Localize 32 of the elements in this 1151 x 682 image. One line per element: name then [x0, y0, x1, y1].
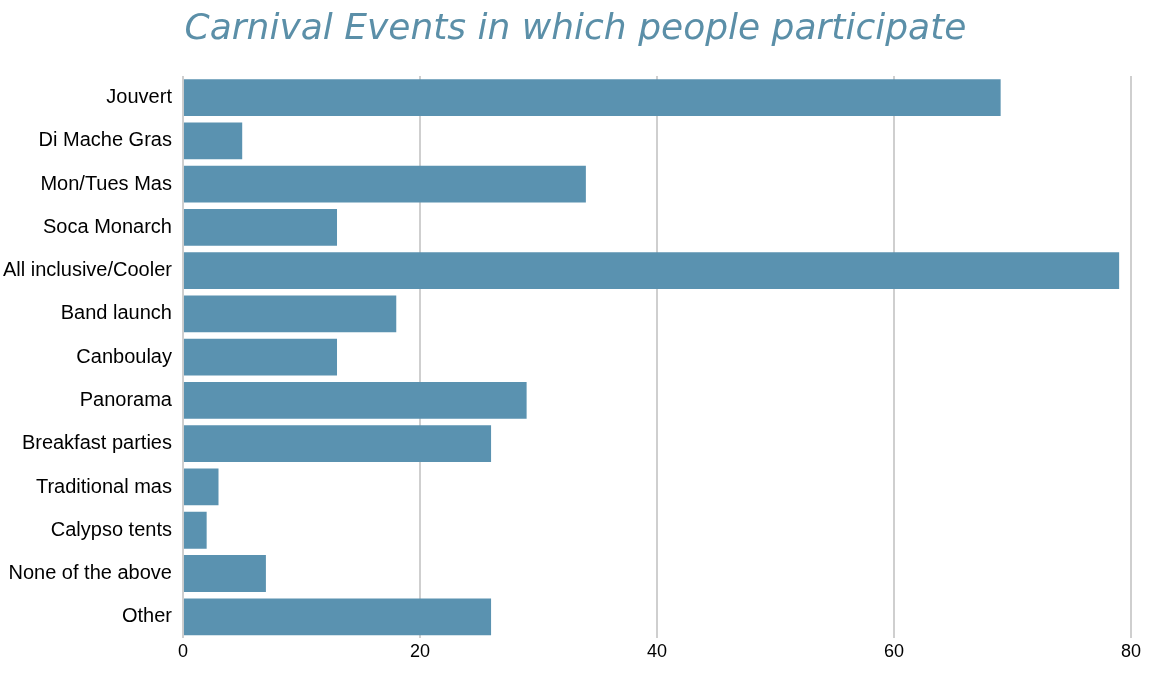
x-tick-label: 40: [646, 641, 667, 662]
y-tick-label: Panorama: [79, 387, 173, 410]
bar: [183, 338, 338, 376]
y-tick-label: None of the above: [8, 561, 172, 584]
y-tick-label: Traditional mas: [35, 474, 172, 497]
bar: [183, 165, 586, 203]
x-tick-label: 60: [883, 641, 904, 662]
y-tick-label: Breakfast parties: [21, 431, 172, 454]
bar: [183, 425, 492, 463]
y-tick-label: Band launch: [60, 301, 172, 324]
y-tick-label: Canboulay: [76, 344, 172, 367]
bar: [183, 555, 266, 592]
bar: [183, 511, 207, 549]
y-tick-label: Other: [121, 604, 173, 627]
bar: [183, 122, 243, 160]
bar: [183, 468, 219, 506]
x-tick-label: 80: [1120, 641, 1142, 662]
y-tick-label: Jouvert: [106, 85, 173, 108]
x-tick-label: 0: [177, 641, 188, 662]
bar: [183, 598, 492, 636]
bar: [183, 79, 1001, 117]
bar: [183, 295, 397, 333]
bar: [183, 252, 1120, 290]
y-tick-label: Di Mache Gras: [38, 128, 172, 151]
y-tick-label: All inclusive/Cooler: [2, 258, 173, 281]
y-tick-label: Calypso tents: [50, 517, 172, 540]
x-tick-label: 20: [409, 641, 430, 662]
chart-title: Carnival Events in which people participate: [183, 6, 968, 49]
bar: [183, 382, 527, 419]
bar: [183, 209, 338, 246]
y-tick-label: Mon/Tues Mas: [40, 171, 172, 194]
y-tick-label: Soca Monarch: [42, 214, 172, 237]
